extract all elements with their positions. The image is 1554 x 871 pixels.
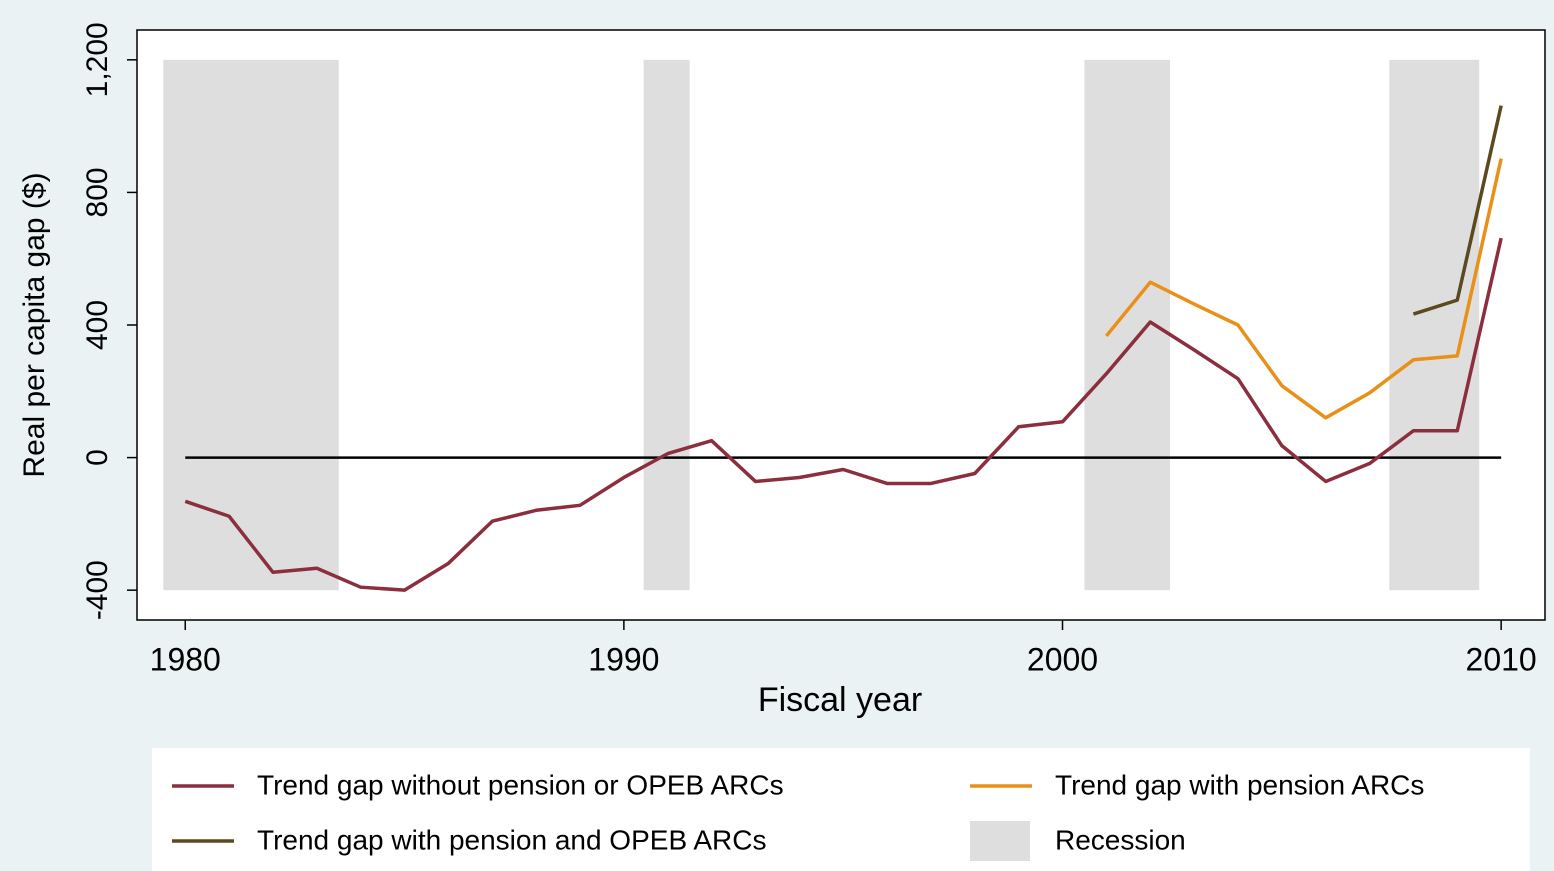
- legend: [152, 748, 1530, 871]
- series-line: [1412, 105, 1503, 316]
- x-tick-label: 2000: [1027, 641, 1098, 677]
- x-axis-title: Fiscal year: [758, 681, 922, 719]
- legend-swatch: [970, 821, 1030, 861]
- legend-label: Trend gap without pension or OPEB ARCs: [257, 769, 784, 800]
- x-tick-label: 2010: [1466, 641, 1537, 677]
- y-tick-label: 0: [81, 449, 114, 466]
- series-line: [1105, 158, 1503, 420]
- y-tick-label: 800: [81, 167, 114, 217]
- recession-band: [643, 59, 690, 591]
- y-tick-label: 400: [81, 300, 114, 350]
- legend-label: Recession: [1055, 824, 1186, 855]
- x-tick-label: 1990: [588, 641, 659, 677]
- y-tick-label: -400: [81, 560, 114, 620]
- y-tick-label: 1,200: [81, 22, 114, 97]
- x-tick-label: 1980: [150, 641, 221, 677]
- series-line: [184, 237, 1503, 592]
- legend-label: Trend gap with pension and OPEB ARCs: [257, 824, 766, 855]
- legend-label: Trend gap with pension ARCs: [1055, 769, 1424, 800]
- plot-area: [136, 29, 1546, 621]
- y-axis-title: Real per capita gap ($): [18, 172, 51, 477]
- recession-band: [163, 59, 339, 591]
